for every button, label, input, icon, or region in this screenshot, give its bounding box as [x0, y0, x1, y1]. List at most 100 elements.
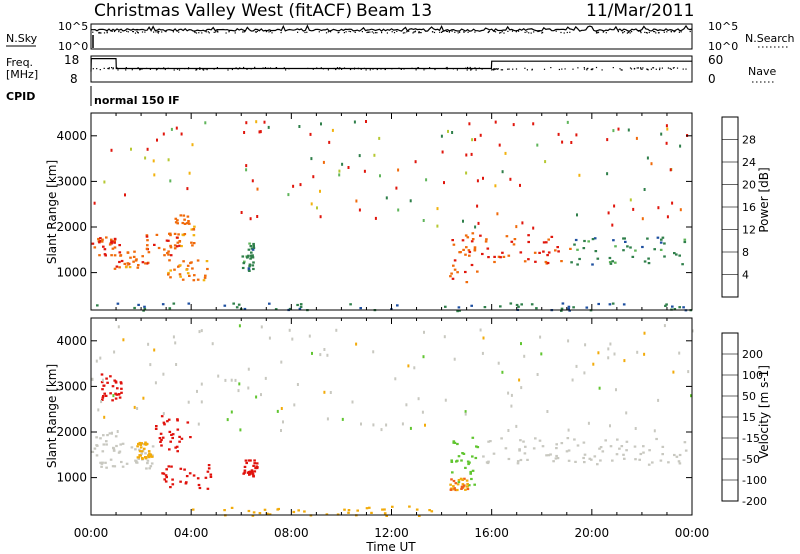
velocity-cell	[250, 469, 254, 472]
power-cell	[169, 269, 172, 272]
freq-strip	[90, 57, 692, 72]
nave-point	[673, 67, 675, 69]
nsearch-point	[158, 30, 160, 33]
power-cell	[476, 270, 479, 273]
nave-point	[204, 68, 206, 70]
velocity-cell	[526, 458, 529, 461]
power-cell	[248, 263, 252, 266]
velocity-scatter-cell	[507, 391, 510, 395]
nave-point	[116, 67, 118, 69]
velocity-cell	[146, 462, 149, 465]
velocity-cell	[209, 473, 213, 476]
velocity-cell	[625, 449, 628, 452]
nsearch-point	[327, 31, 329, 33]
power-cell	[183, 222, 187, 225]
velocity-scatter-cell	[607, 347, 610, 351]
velocity-cell	[590, 458, 593, 461]
velocity-cell	[114, 392, 117, 395]
nave-point	[682, 68, 684, 70]
nsearch-point	[396, 30, 398, 32]
power-scatter-cell	[643, 188, 646, 191]
nsearch-point	[494, 31, 497, 33]
nave-point	[512, 68, 514, 70]
power-scatter-cell	[287, 193, 290, 197]
velocity-cell	[119, 381, 123, 384]
power-cell	[192, 234, 196, 237]
nave-point	[380, 68, 382, 70]
nsearch-point	[373, 32, 375, 34]
nsearch-point	[201, 32, 203, 34]
power-scatter-cell	[575, 133, 578, 137]
velocity-cell	[556, 457, 560, 460]
nave-point	[307, 67, 309, 69]
velocity-scatter-cell	[196, 389, 198, 393]
nsearch-point	[530, 32, 532, 34]
nave-point	[173, 69, 175, 71]
nave-point	[659, 69, 661, 71]
nsearch-point	[127, 31, 129, 33]
nave-point	[667, 67, 669, 69]
nsearch-point	[657, 32, 660, 34]
nave-point	[672, 67, 674, 69]
power-scatter-cell	[422, 219, 425, 222]
velocity-cell	[473, 483, 476, 486]
power-scatter-cell	[641, 217, 644, 221]
power-scatter-cell	[632, 207, 635, 211]
velocity-cell	[160, 444, 163, 447]
power-scatter-cell	[167, 158, 170, 162]
power-cell	[188, 222, 191, 225]
power-cell	[137, 264, 140, 267]
velocity-cell	[573, 438, 576, 441]
velocity-scatter-cell	[117, 325, 120, 329]
velocity-scatter-cell	[523, 354, 526, 358]
velocity-cell	[102, 443, 106, 446]
velocity-cell	[452, 440, 456, 443]
power-scatter-cell	[440, 134, 443, 138]
nave-point	[592, 68, 594, 70]
power-cell	[682, 306, 685, 309]
velocity-scatter-cell	[200, 400, 203, 404]
power-cell	[622, 249, 625, 252]
velocity-cell	[516, 462, 520, 465]
power-cell	[678, 306, 681, 309]
velocity-cell	[105, 466, 108, 469]
nsky-tick-bottom: 10^0	[58, 40, 88, 53]
power-scatter-cell	[249, 217, 252, 221]
power-cell	[146, 239, 149, 242]
nave-point	[587, 67, 589, 69]
power-cell	[128, 266, 132, 269]
nave-point	[550, 67, 552, 69]
power-cell	[163, 254, 166, 257]
velocity-cell	[149, 453, 153, 456]
velocity-cell	[147, 456, 151, 459]
velocity-cell	[209, 475, 213, 478]
velocity-cell	[118, 450, 122, 453]
nsearch-point	[454, 31, 456, 33]
velocity-cell	[162, 421, 166, 424]
velocity-scatter-cell	[464, 410, 467, 414]
nave-point	[601, 69, 603, 71]
nave-point	[652, 67, 655, 69]
power-cell	[187, 302, 191, 305]
power-cell	[493, 260, 496, 264]
power-cell	[479, 234, 482, 237]
power-cell	[486, 247, 490, 250]
nave-point	[213, 68, 215, 70]
velocity-scatter-cell	[230, 378, 233, 382]
power-cell	[678, 254, 681, 257]
power-scatter-cell	[358, 154, 361, 158]
velocity-cell	[111, 399, 114, 402]
velocity-scatter-cell	[643, 331, 646, 335]
power-cell	[163, 248, 166, 251]
power-scatter-cell	[310, 202, 313, 206]
power-cell	[241, 255, 245, 258]
velocity-cell	[242, 472, 245, 475]
power-cell	[533, 251, 537, 254]
power-scatter-cell	[152, 159, 155, 163]
nave-point	[524, 67, 526, 69]
power-cell	[206, 267, 209, 271]
nsearch-point	[207, 31, 209, 33]
power-cell	[178, 244, 181, 247]
nave-point	[369, 69, 371, 71]
velocity-scatter-cell	[687, 370, 690, 374]
